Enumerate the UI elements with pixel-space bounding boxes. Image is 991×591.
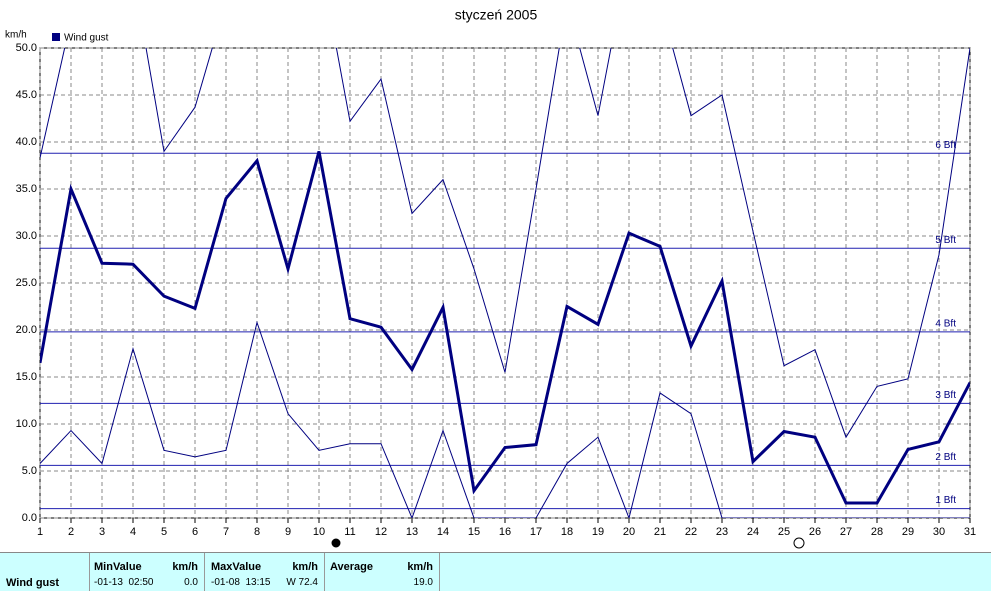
x-tick-label: 12 [375, 526, 387, 538]
x-tick-label: 8 [254, 526, 260, 538]
y-tick-label: 15.0 [16, 371, 37, 383]
avg-header: Average [330, 561, 374, 573]
x-tick-label: 20 [623, 526, 635, 538]
chart: styczeń 2005 km/h Wind gust 0.05.010.015… [5, 7, 976, 549]
y-tick-label: 40.0 [16, 136, 37, 148]
y-axis-label: km/h [5, 30, 27, 41]
x-tick-label: 26 [809, 526, 821, 538]
moon-full [793, 537, 805, 549]
x-tick-label: 30 [933, 526, 945, 538]
min-time: -01-13 02:50 [94, 577, 154, 588]
bft-label: 2 Bft [935, 452, 956, 463]
x-tick-label: 19 [592, 526, 604, 538]
series-group [40, 48, 970, 518]
x-tick-label: 10 [313, 526, 325, 538]
x-tick-label: 16 [499, 526, 511, 538]
x-tick-label: 9 [285, 526, 291, 538]
x-tick-label: 29 [902, 526, 914, 538]
y-tick-label: 50.0 [16, 42, 37, 54]
bft-label: 3 Bft [935, 390, 956, 401]
x-tick-label: 11 [344, 526, 355, 538]
y-tick-label: 45.0 [16, 89, 37, 101]
x-tick-label: 24 [747, 526, 759, 538]
series-line [40, 151, 970, 505]
chart-title: styczeń 2005 [455, 7, 538, 23]
bft-label: 1 Bft [935, 495, 956, 506]
bft-label: 4 Bft [935, 319, 956, 330]
x-tick-label: 31 [964, 526, 976, 538]
x-tick-label: 14 [437, 526, 449, 538]
x-tick-label: 17 [530, 526, 542, 538]
max-header: MaxValue [211, 561, 262, 573]
row-label: Wind gust [6, 577, 60, 589]
bft-label: 5 Bft [935, 235, 956, 246]
max-time: -01-08 13:15 [211, 577, 271, 588]
avg-value: 19.0 [413, 577, 433, 588]
x-tick-label: 22 [685, 526, 697, 538]
moon-new [331, 538, 341, 548]
x-tick-label: 27 [840, 526, 852, 538]
x-tick-label: 13 [406, 526, 418, 538]
x-tick-label: 25 [778, 526, 790, 538]
x-tick-label: 2 [68, 526, 74, 538]
series-line [40, 320, 970, 518]
y-tick-label: 10.0 [16, 418, 37, 430]
x-tick-label: 4 [130, 526, 136, 538]
x-tick-label: 7 [223, 526, 229, 538]
min-header: MinValue [94, 561, 142, 573]
legend-label: Wind gust [64, 33, 109, 44]
x-tick-label: 28 [871, 526, 883, 538]
legend-swatch [52, 33, 60, 41]
bft-label: 6 Bft [935, 140, 956, 151]
x-tick-label: 18 [561, 526, 573, 538]
y-tick-label: 5.0 [22, 465, 37, 477]
x-tick-label: 5 [161, 526, 167, 538]
x-tick-label: 21 [654, 526, 666, 538]
stats-table: Wind gust MinValue km/h -01-13 02:50 0.0 Ma… [0, 552, 991, 591]
series-line [40, 48, 970, 439]
y-tick-label: 25.0 [16, 277, 37, 289]
avg-unit: km/h [407, 561, 433, 573]
x-tick-label: 23 [716, 526, 728, 538]
x-tick-label: 3 [99, 526, 105, 538]
y-tick-label: 30.0 [16, 230, 37, 242]
max-value: W 72.4 [286, 577, 318, 588]
y-tick-label: 20.0 [16, 324, 37, 336]
min-value: 0.0 [184, 577, 198, 588]
x-tick-label: 6 [192, 526, 198, 538]
max-unit: km/h [292, 561, 318, 573]
min-unit: km/h [172, 561, 198, 573]
y-tick-label: 0.0 [22, 512, 37, 524]
x-tick-label: 15 [468, 526, 480, 538]
x-tick-label: 1 [37, 526, 43, 538]
y-tick-label: 35.0 [16, 183, 37, 195]
